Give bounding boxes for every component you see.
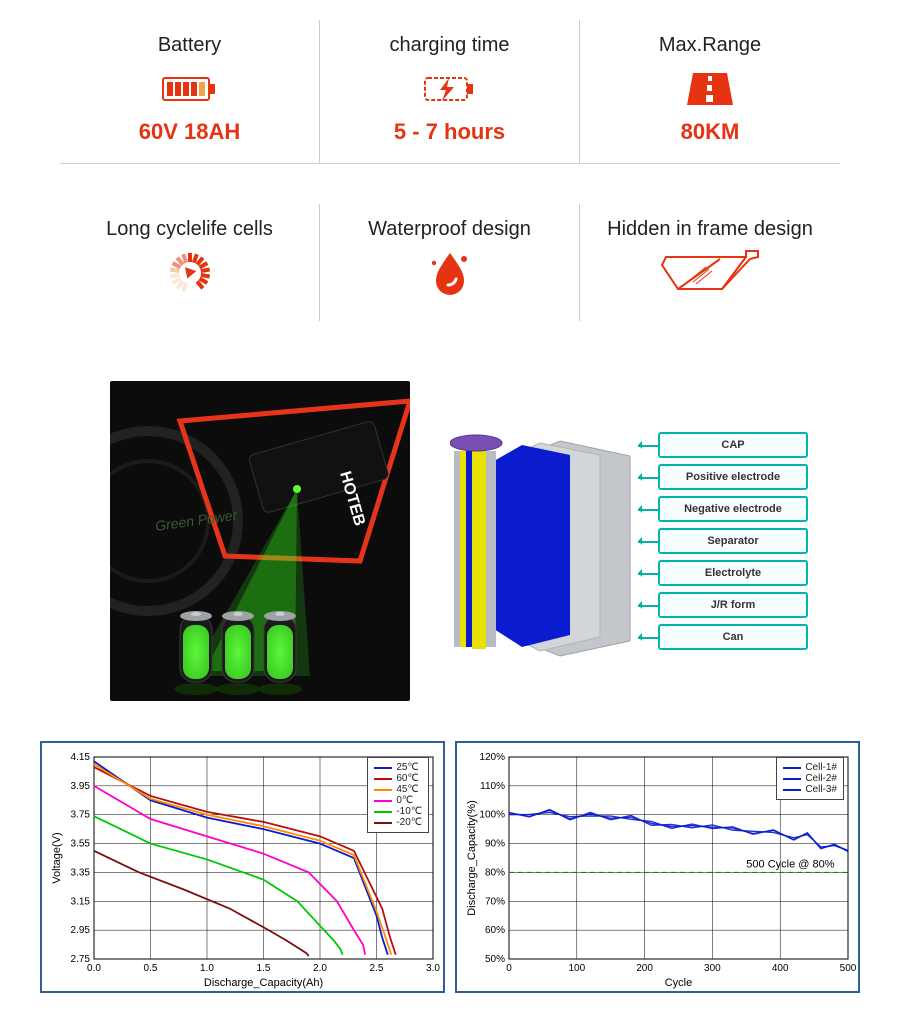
feature-value: 80KM bbox=[681, 119, 740, 145]
svg-text:400: 400 bbox=[772, 963, 789, 974]
svg-text:Voltage(V): Voltage(V) bbox=[51, 832, 63, 883]
discharge-legend: 25℃60℃45℃0℃-10℃-20℃ bbox=[367, 757, 429, 833]
cell-layers-diagram: CAP Positive electrode Negative electrod… bbox=[450, 381, 840, 701]
svg-text:300: 300 bbox=[704, 963, 721, 974]
svg-text:80%: 80% bbox=[485, 867, 505, 878]
svg-text:120%: 120% bbox=[479, 752, 505, 763]
discharge-voltage-chart: 2.752.953.153.353.553.753.954.150.00.51.… bbox=[40, 741, 445, 993]
svg-text:1.0: 1.0 bbox=[200, 963, 214, 974]
svg-text:3.35: 3.35 bbox=[71, 867, 91, 878]
layer-label: CAP bbox=[658, 432, 808, 458]
middle-section: HOTEB Green Power bbox=[0, 361, 900, 741]
feature-hidden-frame: Hidden in frame design bbox=[580, 204, 840, 321]
svg-text:60%: 60% bbox=[485, 925, 505, 936]
cycle-icon bbox=[166, 253, 214, 293]
svg-text:Discharge_Capacity(%): Discharge_Capacity(%) bbox=[466, 800, 478, 916]
layer-label: Electrolyte bbox=[658, 560, 808, 586]
svg-text:70%: 70% bbox=[485, 896, 505, 907]
road-icon bbox=[687, 69, 733, 109]
svg-text:2.5: 2.5 bbox=[370, 963, 384, 974]
feature-value: 5 - 7 hours bbox=[394, 119, 505, 145]
svg-text:3.95: 3.95 bbox=[71, 781, 91, 792]
layer-label: J/R form bbox=[658, 592, 808, 618]
svg-text:500 Cycle @ 80%: 500 Cycle @ 80% bbox=[746, 858, 834, 870]
svg-text:0: 0 bbox=[506, 963, 512, 974]
feature-row-2: Long cyclelife cells Waterproof design H… bbox=[60, 204, 840, 321]
bike-svg: HOTEB Green Power bbox=[110, 381, 410, 701]
bike-battery-illustration: HOTEB Green Power bbox=[110, 381, 410, 701]
feature-cycle-life: Long cyclelife cells bbox=[60, 204, 320, 321]
svg-text:2.0: 2.0 bbox=[313, 963, 327, 974]
svg-text:3.55: 3.55 bbox=[71, 839, 91, 850]
svg-text:3.15: 3.15 bbox=[71, 896, 91, 907]
charts-row: 2.752.953.153.353.553.753.954.150.00.51.… bbox=[0, 741, 900, 1023]
frame-icon bbox=[650, 253, 770, 293]
cycle-legend: Cell-1#Cell-2#Cell-3# bbox=[776, 757, 844, 800]
feature-title: Battery bbox=[158, 34, 221, 57]
svg-text:0.5: 0.5 bbox=[144, 963, 158, 974]
layer-label: Can bbox=[658, 624, 808, 650]
svg-text:100%: 100% bbox=[479, 810, 505, 821]
svg-text:0.0: 0.0 bbox=[87, 963, 101, 974]
waterproof-icon bbox=[426, 253, 474, 293]
svg-text:Cycle: Cycle bbox=[665, 977, 693, 989]
feature-waterproof: Waterproof design bbox=[320, 204, 580, 321]
svg-text:100: 100 bbox=[568, 963, 585, 974]
sub-text: Green Power bbox=[154, 506, 239, 534]
feature-title: Hidden in frame design bbox=[607, 218, 813, 241]
feature-battery: Battery 60V 18AH bbox=[60, 20, 320, 163]
feature-title: charging time bbox=[389, 34, 509, 57]
svg-text:50%: 50% bbox=[485, 954, 505, 965]
feature-max-range: Max.Range 80KM bbox=[580, 20, 840, 163]
charge-icon bbox=[422, 69, 478, 109]
svg-text:90%: 90% bbox=[485, 839, 505, 850]
svg-text:2.95: 2.95 bbox=[71, 925, 91, 936]
feature-title: Waterproof design bbox=[368, 218, 531, 241]
svg-text:3.75: 3.75 bbox=[71, 810, 91, 821]
svg-text:Discharge_Capacity(Ah): Discharge_Capacity(Ah) bbox=[204, 977, 323, 989]
layer-label: Negative electrode bbox=[658, 496, 808, 522]
feature-charge-time: charging time 5 - 7 hours bbox=[320, 20, 580, 163]
svg-text:500: 500 bbox=[840, 963, 856, 974]
svg-text:1.5: 1.5 bbox=[257, 963, 271, 974]
svg-text:4.15: 4.15 bbox=[71, 752, 91, 763]
layer-label: Positive electrode bbox=[658, 464, 808, 490]
svg-text:110%: 110% bbox=[480, 781, 505, 792]
layer-labels: CAP Positive electrode Negative electrod… bbox=[658, 432, 808, 650]
feature-row-1: Battery 60V 18AH charging time 5 - 7 hou… bbox=[60, 20, 840, 164]
svg-text:200: 200 bbox=[636, 963, 653, 974]
cycle-capacity-chart: 50% 60% 70% 80% 90% 100% 110% 120% 0 100 200 300 400… bbox=[455, 741, 860, 993]
battery-icon bbox=[162, 69, 218, 109]
svg-text:3.0: 3.0 bbox=[426, 963, 440, 974]
feature-title: Long cyclelife cells bbox=[106, 218, 273, 241]
feature-title: Max.Range bbox=[659, 34, 761, 57]
layers-svg bbox=[450, 411, 640, 671]
layer-label: Separator bbox=[658, 528, 808, 554]
feature-value: 60V 18AH bbox=[139, 119, 241, 145]
